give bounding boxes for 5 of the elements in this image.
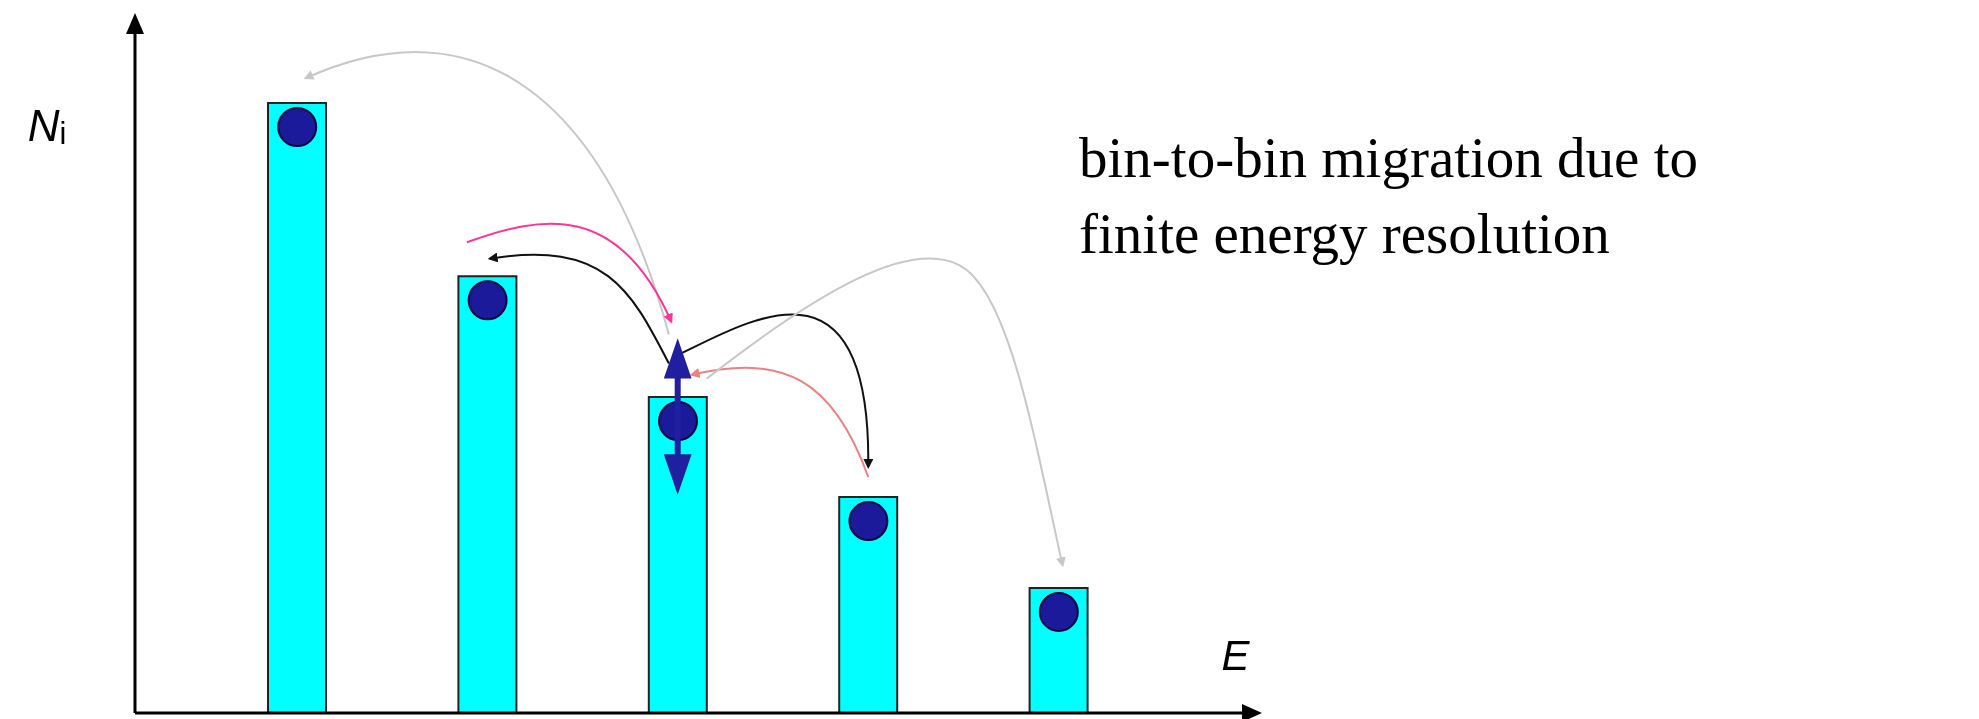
- x-axis-title: E: [1221, 632, 1251, 680]
- bar: [457, 275, 518, 714]
- y-axis-title: N$_{i}$: [27, 101, 67, 152]
- bar: [267, 102, 327, 714]
- annotation: bin-to-bin migration due to finite energy resolution: [1079, 124, 1699, 267]
